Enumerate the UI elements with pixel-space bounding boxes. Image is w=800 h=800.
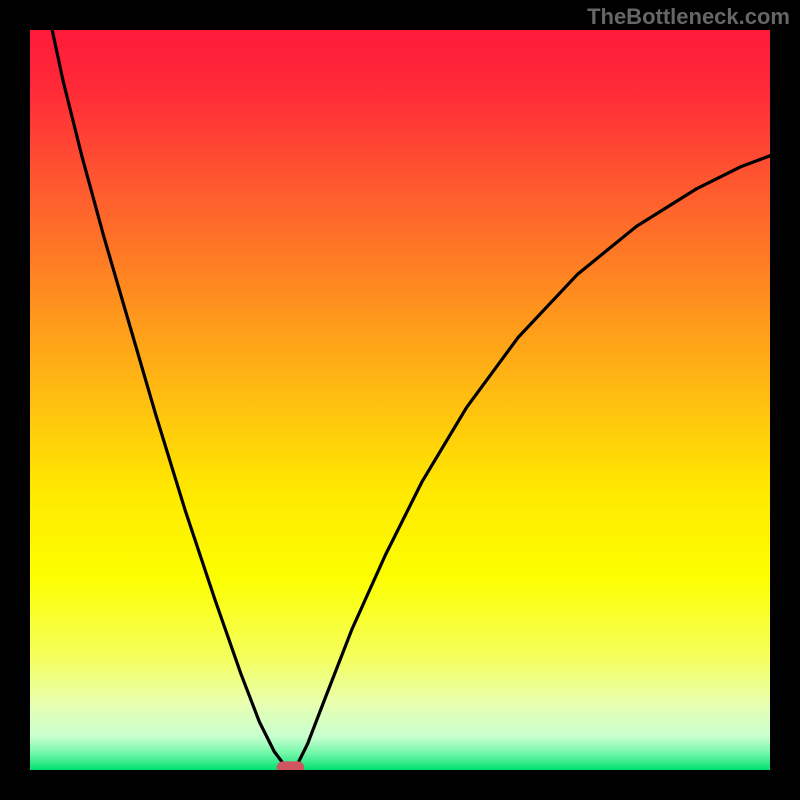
watermark-text: TheBottleneck.com [587, 4, 790, 30]
gradient-background [30, 30, 770, 770]
chart-container: TheBottleneck.com [0, 0, 800, 800]
minimum-marker [277, 762, 304, 770]
plot-svg [30, 30, 770, 770]
frame-right [770, 0, 800, 800]
plot-area [30, 30, 770, 770]
frame-left [0, 0, 30, 800]
frame-bottom [0, 770, 800, 800]
